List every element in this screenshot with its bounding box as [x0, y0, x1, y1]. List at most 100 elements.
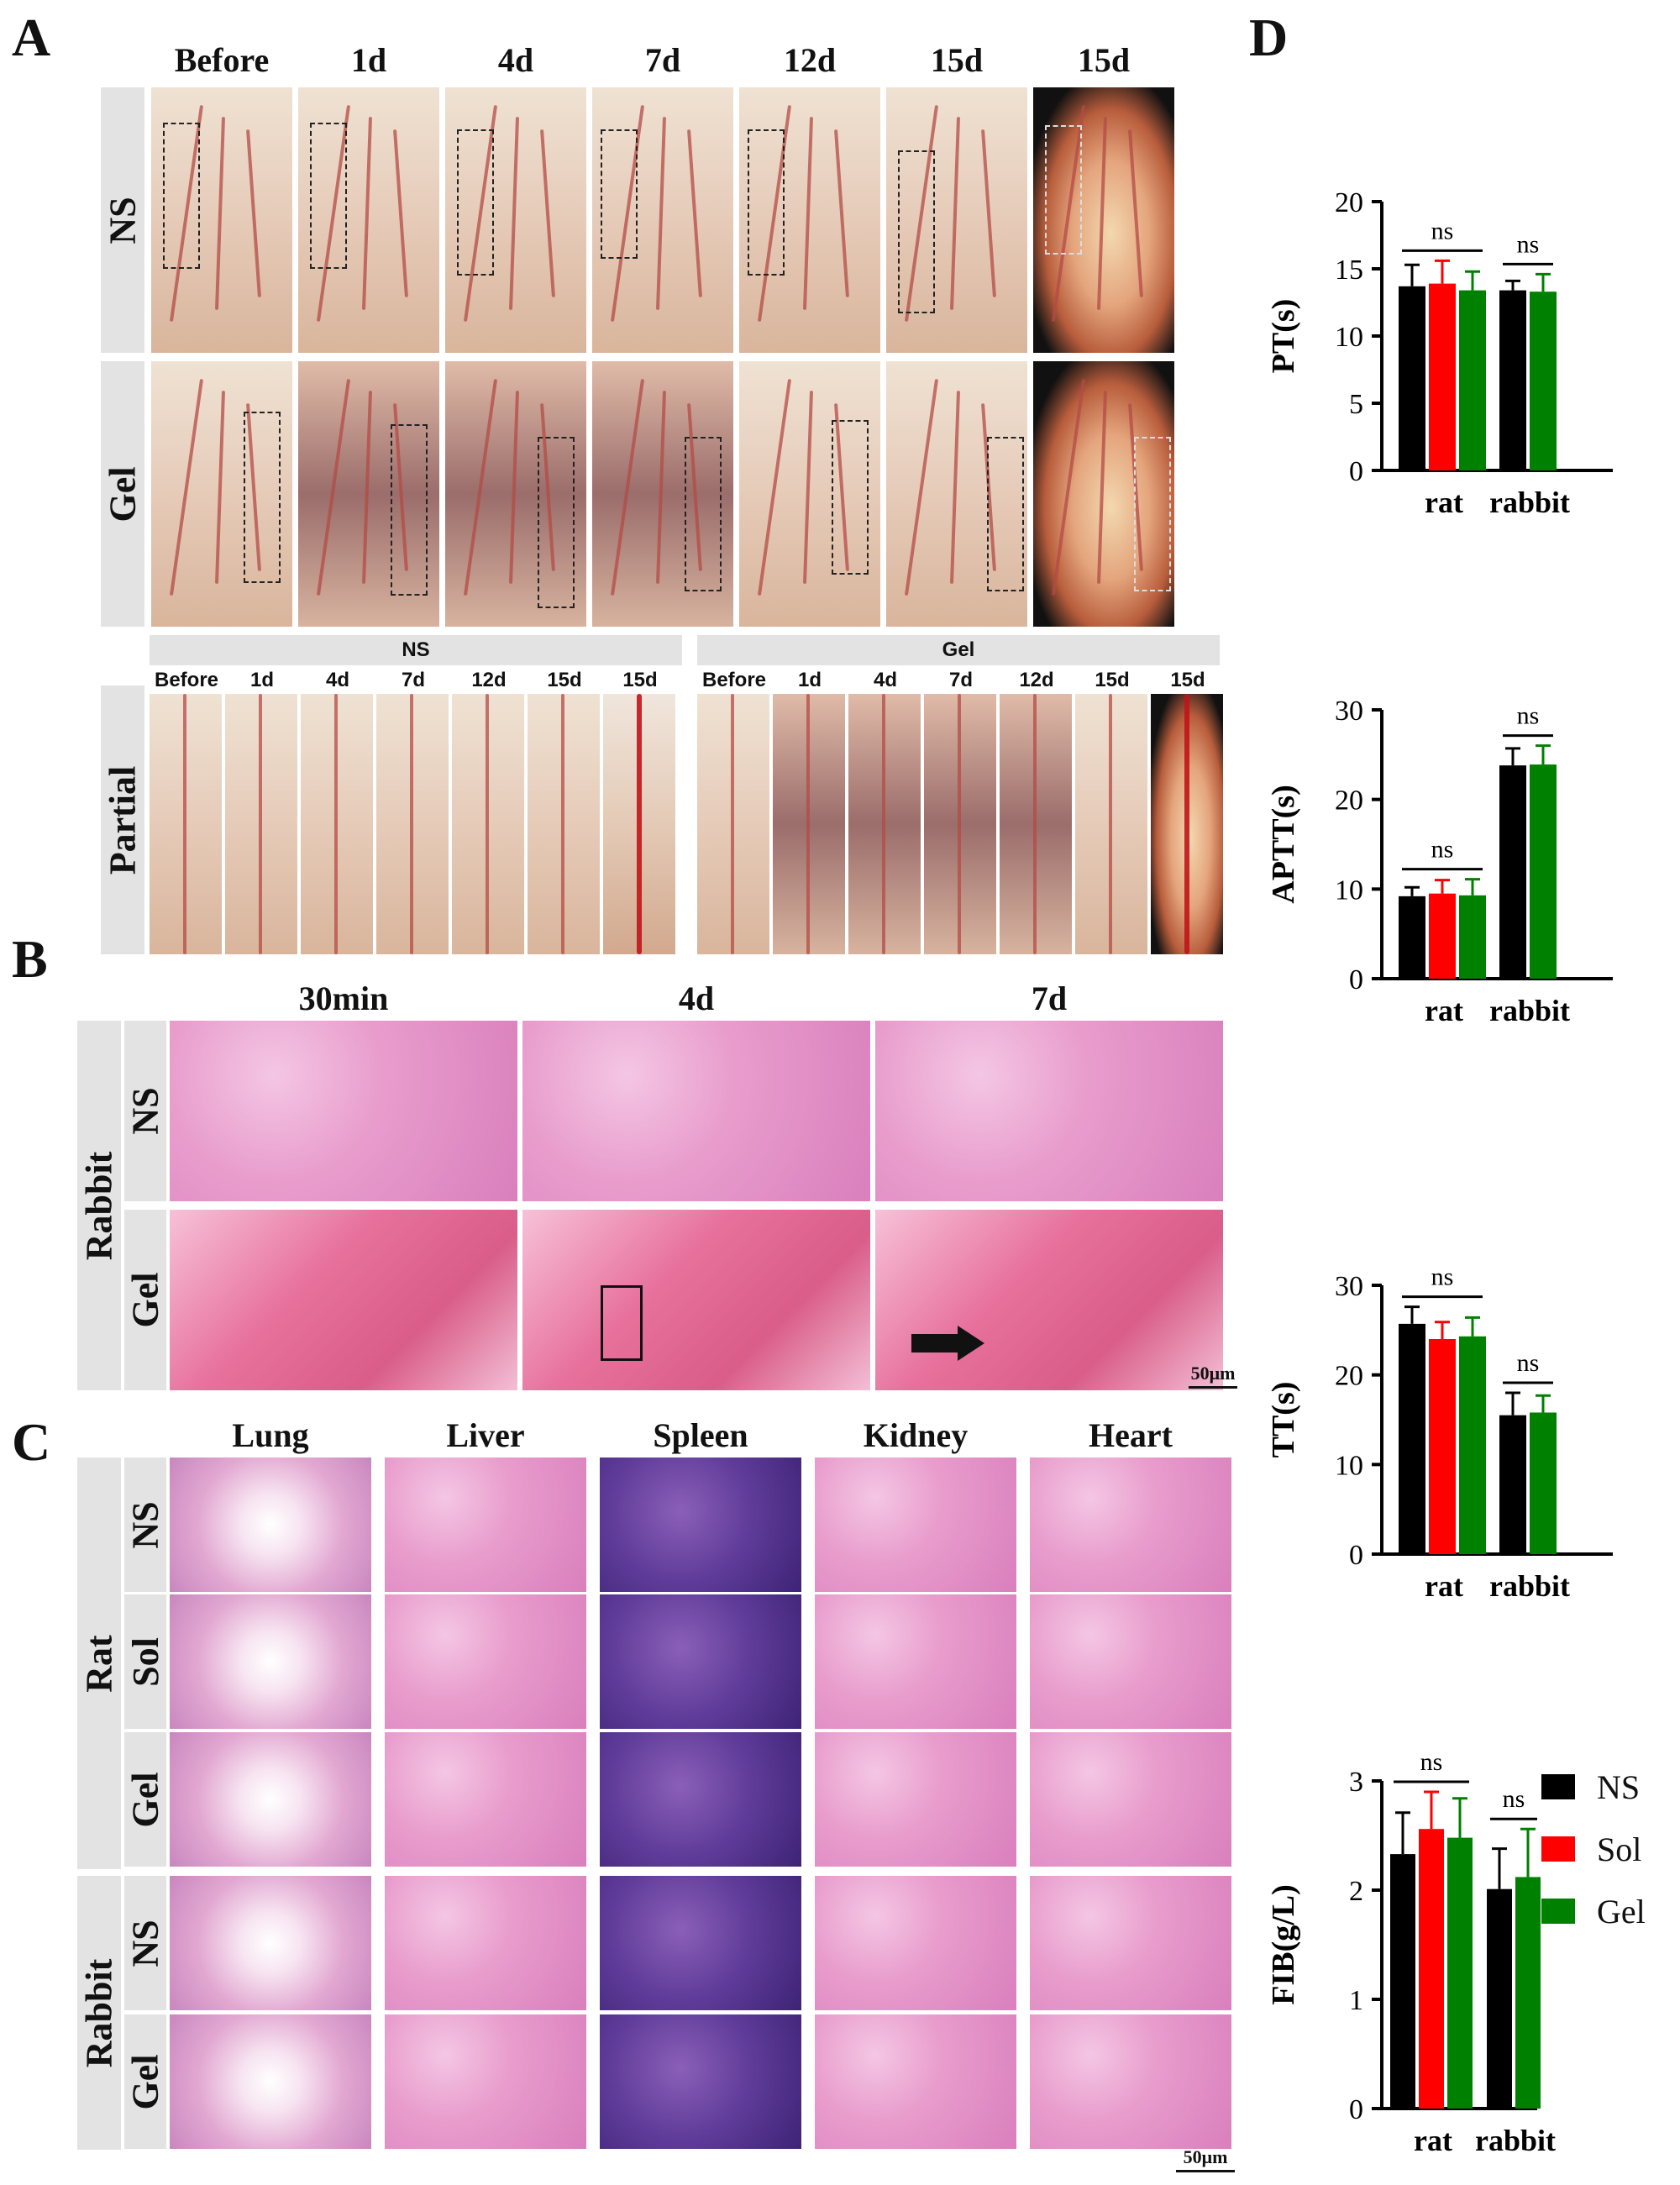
vein — [361, 391, 373, 584]
y-tick-label: 20 — [1335, 785, 1363, 817]
partial-photo-12 — [1075, 694, 1147, 954]
a-photo-ns-3 — [592, 87, 733, 353]
c-photo-r1-c2 — [600, 1594, 801, 1729]
bar-gel-rabbit — [1530, 1412, 1557, 1554]
vein — [834, 129, 849, 297]
vein — [1128, 129, 1143, 297]
partial-col-title-7: Before — [701, 669, 767, 691]
legend: NS Sol Gel — [1541, 1756, 1646, 1942]
y-tick-label: 0 — [1349, 456, 1363, 487]
partial-col-title-2: 4d — [325, 669, 349, 691]
vein — [1109, 694, 1112, 954]
y-tick-label: 0 — [1349, 964, 1363, 995]
row-label-c-rabbit: Rabbit — [77, 1876, 121, 2150]
c-photo-r2-c2 — [600, 1732, 801, 1867]
a-photo-gel-4 — [739, 361, 880, 627]
vein — [508, 391, 520, 584]
vein — [637, 694, 642, 954]
c-photo-r0-c1 — [385, 1458, 586, 1592]
roi-box — [163, 123, 200, 269]
vein — [361, 117, 373, 310]
significance-label: ns — [1517, 702, 1540, 730]
bar-ns-rabbit — [1499, 765, 1526, 979]
x-tick-label-rabbit: rabbit — [1489, 486, 1570, 519]
roi-box — [1045, 125, 1082, 255]
partial-photo-1 — [225, 694, 297, 954]
a-photo-gel-3 — [592, 361, 733, 627]
partial-col-title-4: 12d — [471, 669, 507, 691]
c-row-label-4: Gel — [124, 2014, 166, 2149]
c-col-title-2: Spleen — [653, 1416, 748, 1454]
bar-gel-rat — [1459, 290, 1486, 470]
c-photo-r2-c4 — [1030, 1732, 1231, 1867]
legend-swatch-sol — [1541, 1836, 1575, 1862]
partial-photo-8 — [773, 694, 845, 954]
vein — [214, 391, 226, 584]
a-photo-gel-5 — [886, 361, 1027, 627]
vein — [410, 694, 413, 954]
c-photo-r1-c4 — [1030, 1594, 1231, 1729]
c-photo-r3-c0 — [170, 1876, 371, 2010]
c-photo-r0-c0 — [170, 1458, 371, 1592]
roi-box — [601, 129, 638, 259]
c-photo-r3-c3 — [815, 1876, 1016, 2010]
a-col-title-4: 12d — [783, 41, 837, 79]
x-tick-label-rat: rat — [1414, 2124, 1452, 2157]
partial-col-title-10: 7d — [948, 669, 973, 691]
vein — [802, 391, 814, 584]
c-photo-r4-c2 — [600, 2014, 801, 2149]
c-row-label-1: Sol — [124, 1594, 166, 1729]
b-col-title-2: 7d — [1031, 980, 1068, 1017]
c-photo-r3-c2 — [600, 1876, 801, 2010]
vein — [655, 117, 667, 310]
b-col-title-1: 4d — [678, 980, 715, 1017]
bar-gel-rabbit — [1530, 764, 1557, 979]
bar-gel-rat — [1459, 1336, 1486, 1554]
vein — [806, 694, 810, 954]
vein — [214, 117, 226, 310]
roi-box — [1134, 437, 1171, 591]
b-photo-ns-2 — [875, 1021, 1223, 1201]
roi-box — [987, 437, 1024, 591]
y-tick-label: 20 — [1335, 1361, 1363, 1392]
c-col-title-1: Liver — [446, 1416, 525, 1454]
partial-col-title-3: 7d — [401, 669, 425, 691]
a-photo-gel-2 — [445, 361, 586, 627]
y-axis-label: PT(s) — [1266, 299, 1301, 374]
y-tick-label: 20 — [1335, 187, 1363, 218]
panel-letter-a: A — [12, 8, 51, 67]
c-photo-r0-c3 — [815, 1458, 1016, 1592]
row-label-rabbit: Rabbit — [77, 1021, 121, 1390]
y-axis-label: TT(s) — [1266, 1382, 1301, 1458]
significance-label: ns — [1431, 836, 1454, 864]
legend-item-ns: NS — [1541, 1756, 1646, 1818]
partial-group-ns: NS — [150, 635, 682, 665]
c-photo-r2-c1 — [385, 1732, 586, 1867]
partial-photo-4 — [452, 694, 524, 954]
significance-label: ns — [1420, 1748, 1443, 1776]
row-label-b-gel: Gel — [124, 1210, 166, 1390]
chart-tt: 0 10 20 30 TT(s) ns rat ns rabbit — [1266, 1263, 1613, 1603]
vein — [802, 117, 814, 310]
vein — [561, 694, 564, 954]
panel-letter-c: C — [12, 1412, 51, 1472]
b-arrow — [911, 1334, 962, 1352]
c-photo-r0-c4 — [1030, 1458, 1231, 1592]
x-tick-label-rabbit: rabbit — [1489, 1569, 1570, 1603]
vein — [508, 117, 520, 310]
a-col-title-3: 7d — [644, 41, 681, 79]
bar-ns-rabbit — [1487, 1888, 1512, 2109]
partial-col-title-8: 1d — [797, 669, 822, 691]
c-col-title-0: Lung — [232, 1416, 309, 1454]
vein — [393, 129, 408, 297]
vein — [882, 694, 885, 954]
partial-photo-5 — [528, 694, 600, 954]
partial-photo-10 — [924, 694, 996, 954]
c-photo-r4-c3 — [815, 2014, 1016, 2149]
vein — [316, 378, 351, 596]
partial-col-title-13: 15d — [1170, 669, 1205, 691]
c-photo-r4-c0 — [170, 2014, 371, 2149]
scalebar-b: 50μm — [1189, 1363, 1237, 1389]
c-row-label-0: NS — [124, 1458, 166, 1592]
significance-label: ns — [1517, 1349, 1540, 1377]
